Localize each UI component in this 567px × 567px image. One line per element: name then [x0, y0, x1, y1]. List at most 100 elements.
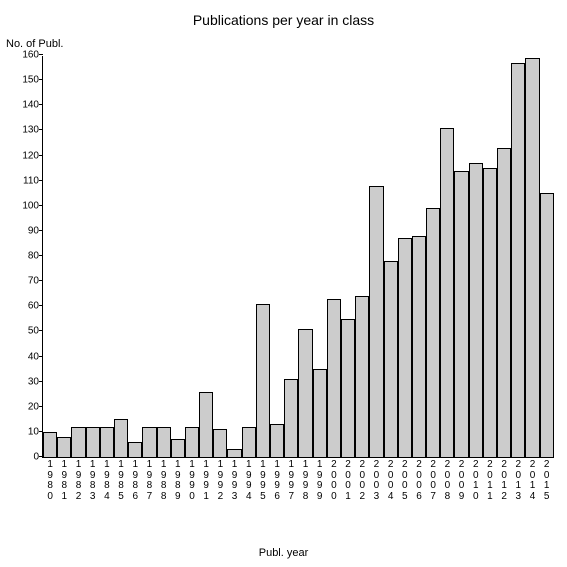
y-tick-label: 70	[28, 276, 43, 287]
x-tick-label: 2006	[412, 457, 426, 502]
bar	[71, 427, 85, 457]
x-tick-label: 1985	[114, 457, 128, 502]
bar	[384, 261, 398, 457]
y-tick-mark	[39, 104, 43, 105]
y-tick-mark	[39, 356, 43, 357]
x-tick-label: 1989	[171, 457, 185, 502]
bar	[540, 193, 554, 457]
y-tick-label: 130	[22, 125, 43, 136]
bar	[142, 427, 156, 457]
x-tick-label: 1990	[185, 457, 199, 502]
x-tick-label: 2005	[398, 457, 412, 502]
bar	[497, 148, 511, 457]
bar	[327, 299, 341, 457]
x-tick-label: 2007	[426, 457, 440, 502]
bar	[469, 163, 483, 457]
y-tick-label: 140	[22, 100, 43, 111]
x-tick-label: 2013	[511, 457, 525, 502]
y-tick-label: 80	[28, 251, 43, 262]
y-tick-mark	[39, 456, 43, 457]
bar	[114, 419, 128, 457]
y-tick-mark	[39, 230, 43, 231]
y-tick-mark	[39, 406, 43, 407]
bar	[284, 379, 298, 457]
bar	[185, 427, 199, 457]
plot-area: 1980198119821983198419851986198719881989…	[42, 56, 554, 458]
y-tick-label: 160	[22, 50, 43, 61]
x-tick-label: 1983	[86, 457, 100, 502]
y-tick-mark	[39, 255, 43, 256]
y-tick-mark	[39, 305, 43, 306]
x-tick-label: 1997	[284, 457, 298, 502]
bar	[483, 168, 497, 457]
bar	[440, 128, 454, 457]
bar	[213, 429, 227, 457]
x-tick-label: 2003	[369, 457, 383, 502]
bar	[369, 186, 383, 457]
bar	[100, 427, 114, 457]
bar	[412, 236, 426, 457]
x-tick-label: 1996	[270, 457, 284, 502]
x-tick-label: 1992	[213, 457, 227, 502]
bar	[298, 329, 312, 457]
x-tick-label: 2011	[483, 457, 497, 502]
y-tick-label: 120	[22, 150, 43, 161]
x-tick-label: 1987	[142, 457, 156, 502]
y-tick-mark	[39, 79, 43, 80]
x-tick-label: 2012	[497, 457, 511, 502]
x-tick-label: 2000	[327, 457, 341, 502]
bar	[398, 238, 412, 457]
y-tick-label: 150	[22, 75, 43, 86]
chart-container: Publications per year in class No. of Pu…	[0, 0, 567, 567]
y-tick-label: 110	[23, 175, 43, 186]
x-ticks: 1980198119821983198419851986198719881989…	[43, 457, 554, 502]
bar	[525, 58, 539, 457]
x-tick-label: 1993	[227, 457, 241, 502]
bar	[86, 427, 100, 457]
bar	[341, 319, 355, 457]
y-tick-mark	[39, 381, 43, 382]
x-tick-label: 1980	[43, 457, 57, 502]
y-tick-label: 90	[28, 225, 43, 236]
x-axis-label: Publ. year	[0, 547, 567, 559]
bar	[454, 171, 468, 457]
bar	[256, 304, 270, 457]
x-tick-label: 1998	[298, 457, 312, 502]
y-tick-mark	[39, 280, 43, 281]
bar	[242, 427, 256, 457]
y-tick-label: 100	[22, 200, 43, 211]
x-tick-label: 2009	[454, 457, 468, 502]
y-tick-mark	[39, 54, 43, 55]
x-tick-label: 2014	[525, 457, 539, 502]
bar	[313, 369, 327, 457]
x-tick-label: 2015	[540, 457, 554, 502]
x-tick-label: 1994	[242, 457, 256, 502]
bar	[199, 392, 213, 457]
y-tick-mark	[39, 155, 43, 156]
bar	[171, 439, 185, 457]
y-tick-label: 50	[28, 326, 43, 337]
y-tick-label: 20	[28, 401, 43, 412]
y-tick-label: 0	[33, 452, 43, 463]
x-tick-label: 2008	[440, 457, 454, 502]
bar	[57, 437, 71, 457]
chart-title: Publications per year in class	[0, 12, 567, 28]
x-tick-label: 1984	[100, 457, 114, 502]
x-tick-label: 1981	[57, 457, 71, 502]
bar	[157, 427, 171, 457]
x-tick-label: 1991	[199, 457, 213, 502]
x-tick-label: 2001	[341, 457, 355, 502]
y-tick-label: 60	[28, 301, 43, 312]
bar	[270, 424, 284, 457]
x-tick-label: 1982	[71, 457, 85, 502]
x-tick-label: 1999	[313, 457, 327, 502]
y-tick-mark	[39, 180, 43, 181]
x-tick-label: 1988	[157, 457, 171, 502]
y-tick-mark	[39, 129, 43, 130]
x-tick-label: 1986	[128, 457, 142, 502]
y-axis-label: No. of Publ.	[6, 38, 63, 50]
y-tick-mark	[39, 205, 43, 206]
x-tick-label: 1995	[256, 457, 270, 502]
bar	[43, 432, 57, 457]
y-tick-label: 10	[28, 426, 43, 437]
